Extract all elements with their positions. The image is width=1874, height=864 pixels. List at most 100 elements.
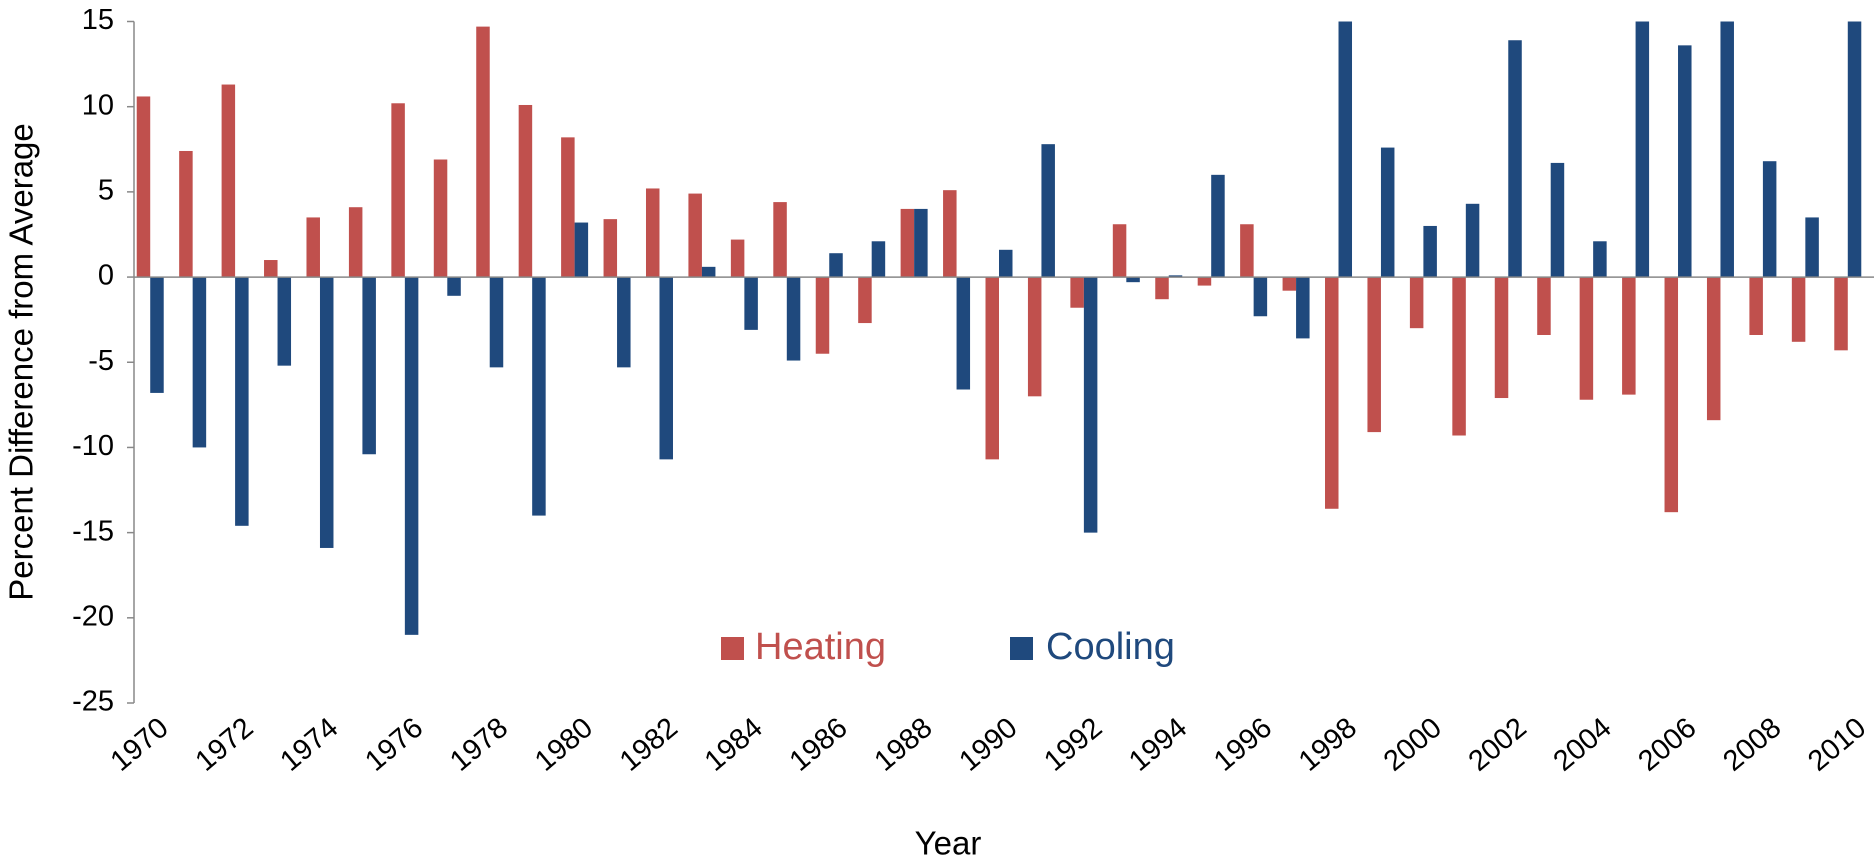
bar xyxy=(900,208,915,278)
bar xyxy=(1579,277,1594,400)
bar xyxy=(1338,21,1353,278)
x-tick-label: 1990 xyxy=(953,712,1023,778)
y-tick-label: 10 xyxy=(82,89,114,121)
x-tick-label: 1994 xyxy=(1123,712,1193,778)
x-tick-label: 1998 xyxy=(1293,712,1363,778)
bar xyxy=(362,277,376,455)
bar xyxy=(773,202,787,278)
x-tick-label: 2002 xyxy=(1463,712,1533,778)
bar xyxy=(1749,277,1763,335)
bar xyxy=(1762,161,1777,278)
bar xyxy=(1211,174,1225,278)
legend-label: Heating xyxy=(755,626,886,668)
y-tick-label: -20 xyxy=(72,600,114,632)
bar xyxy=(1622,277,1636,395)
bar xyxy=(1126,277,1140,283)
x-tick-label: 1992 xyxy=(1038,712,1108,778)
x-tick-label: 1970 xyxy=(105,712,175,778)
legend-swatch xyxy=(1010,637,1033,660)
bar xyxy=(447,277,461,296)
y-tick-label: -25 xyxy=(72,686,114,718)
bar xyxy=(1380,147,1395,278)
bar xyxy=(433,159,448,278)
bar xyxy=(1847,21,1862,278)
bar xyxy=(786,277,801,361)
bar xyxy=(532,277,546,516)
bar xyxy=(136,96,151,278)
bar xyxy=(221,84,236,278)
bar xyxy=(1083,277,1098,533)
bar xyxy=(1296,277,1310,339)
bar xyxy=(476,26,490,278)
bar xyxy=(1070,277,1084,308)
x-tick-label: 1974 xyxy=(274,712,344,778)
x-tick-label: 1986 xyxy=(784,712,854,778)
bar xyxy=(1537,277,1551,335)
x-tick-label: 1980 xyxy=(529,712,599,778)
bar xyxy=(1168,275,1183,278)
bar xyxy=(688,193,702,278)
x-tick-label: 2010 xyxy=(1802,712,1872,778)
bar xyxy=(1409,277,1424,329)
bar xyxy=(1282,277,1297,291)
bar xyxy=(1027,277,1042,397)
x-tick-label: 2000 xyxy=(1378,712,1448,778)
bar xyxy=(1635,21,1650,278)
bar xyxy=(1791,277,1806,342)
bar xyxy=(518,104,533,278)
bar xyxy=(1197,277,1212,286)
bar xyxy=(306,217,320,278)
bar xyxy=(391,103,405,278)
x-tick-label: 1982 xyxy=(614,712,684,778)
bar xyxy=(858,277,872,324)
bar xyxy=(603,219,618,278)
y-tick-label: -15 xyxy=(72,515,114,547)
bar xyxy=(1706,277,1721,421)
bar xyxy=(744,277,758,330)
bar xyxy=(1041,144,1055,278)
x-axis-title: Year xyxy=(915,825,982,862)
bar xyxy=(561,137,575,278)
bar xyxy=(1325,277,1339,509)
bar xyxy=(1664,277,1679,513)
bar xyxy=(1508,40,1522,278)
bar xyxy=(1452,277,1466,436)
bar xyxy=(1465,203,1480,278)
bar xyxy=(179,150,193,278)
bar xyxy=(985,277,999,460)
bar xyxy=(574,222,589,278)
y-tick-label: 15 xyxy=(82,4,114,36)
bar xyxy=(645,188,660,278)
bar xyxy=(1423,225,1437,278)
y-axis-title: Percent Difference from Average xyxy=(3,123,40,601)
bar xyxy=(404,277,419,635)
bar xyxy=(1805,217,1819,278)
bar xyxy=(1112,224,1127,278)
x-tick-label: 1976 xyxy=(359,712,429,778)
bar xyxy=(319,277,334,548)
bar xyxy=(235,277,249,526)
bar xyxy=(659,277,673,460)
y-tick-label: -5 xyxy=(88,345,114,377)
bar xyxy=(1593,241,1607,278)
bar xyxy=(956,277,971,390)
bar xyxy=(999,249,1013,278)
bar xyxy=(1550,162,1565,278)
bar xyxy=(1678,45,1692,278)
bar xyxy=(701,266,716,278)
bar xyxy=(617,277,631,368)
bar xyxy=(871,241,886,278)
x-tick-label: 2008 xyxy=(1717,712,1787,778)
legend-swatch xyxy=(721,637,744,660)
bar xyxy=(1367,277,1381,433)
x-tick-label: 1996 xyxy=(1208,712,1278,778)
bar xyxy=(1720,21,1734,278)
bars xyxy=(136,21,1862,635)
bar xyxy=(277,277,292,366)
x-tick-label: 2006 xyxy=(1632,712,1702,778)
bar xyxy=(943,190,957,278)
bar xyxy=(815,277,830,354)
bar xyxy=(1253,277,1268,317)
bar xyxy=(1834,277,1848,351)
bar xyxy=(1240,224,1254,278)
